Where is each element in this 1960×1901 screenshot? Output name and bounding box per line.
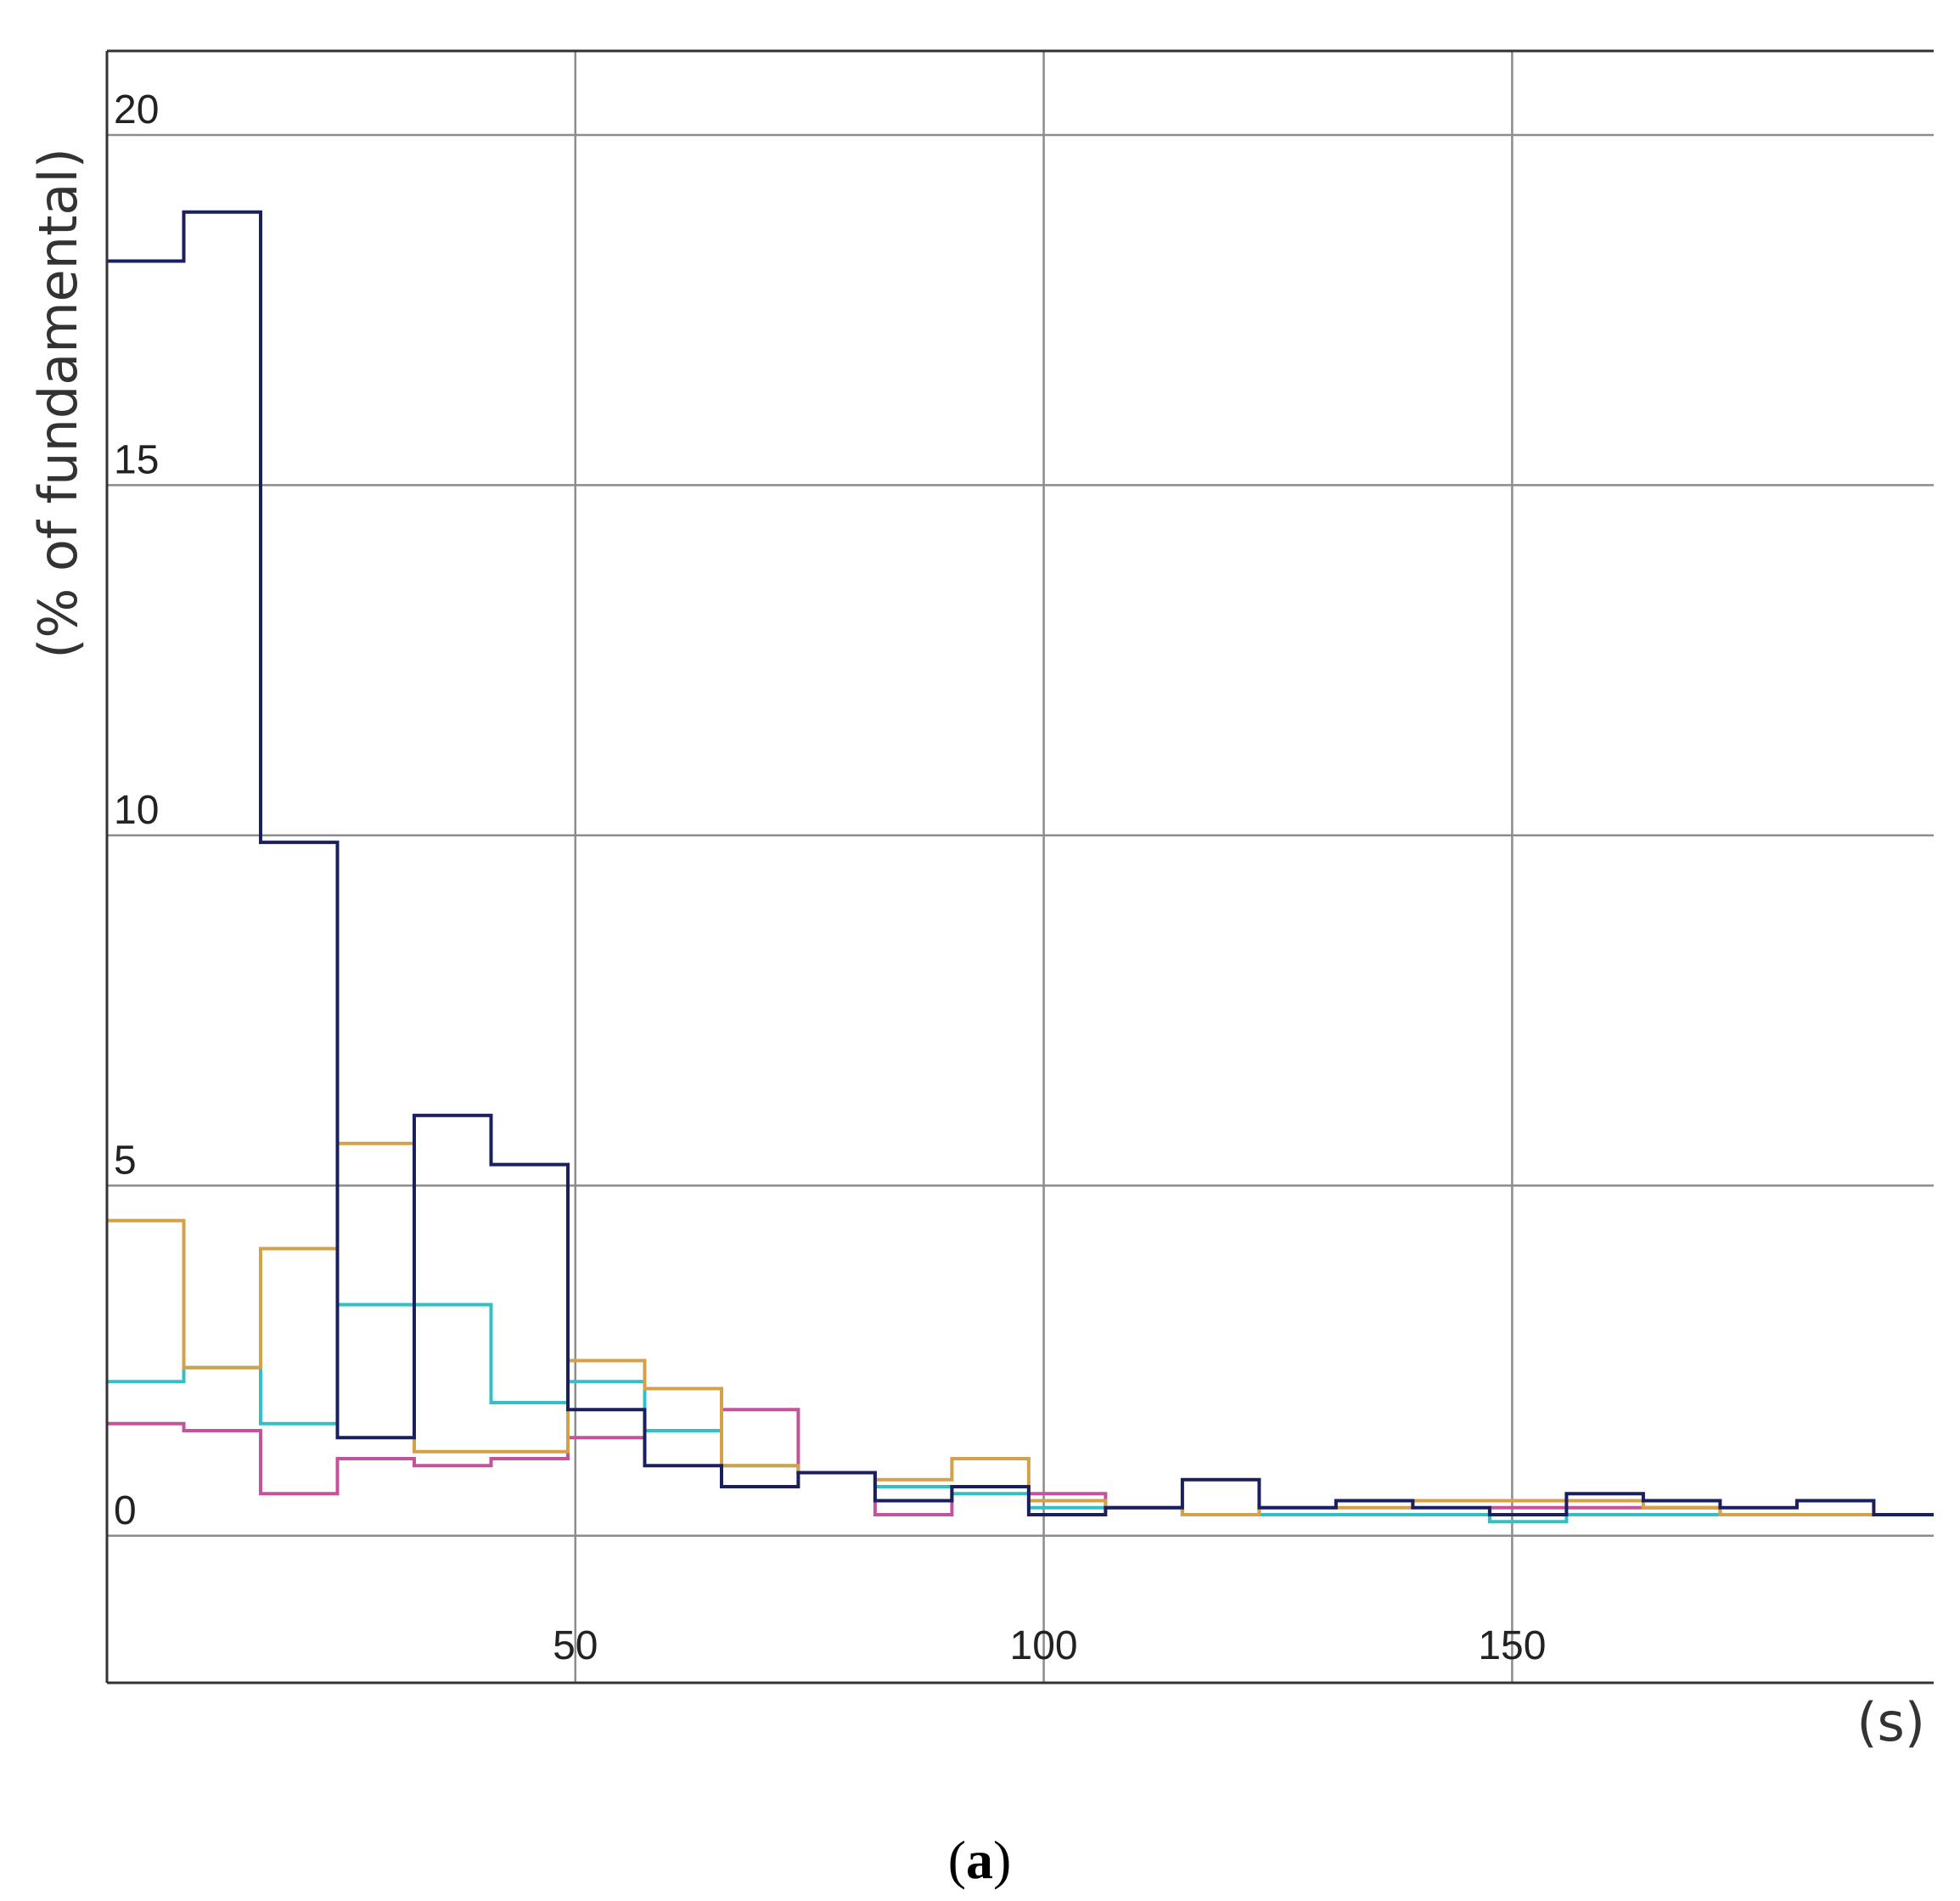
y-axis-label: (% of fundamental) [27,148,89,659]
axes [105,49,1934,1684]
x-tick-label: 50 [553,1623,598,1668]
y-tick-label: 15 [114,437,159,482]
y-tick-label: 20 [114,87,159,132]
caption-letter: a [966,1830,993,1890]
series-layer [107,210,1934,1524]
x-axis-label: (s) [1856,1691,1925,1753]
y-tick-label: 10 [114,788,159,833]
y-tick-label: 5 [114,1138,137,1183]
x-tick-label: 150 [1478,1623,1546,1668]
figure-caption: (a) [948,1830,1012,1890]
series-line-3 [107,1302,1934,1524]
series-line-2 [107,1141,1934,1516]
series-line-1 [107,210,1934,1516]
tick-labels: 0 5 10 15 20 50 100 150 [114,87,1546,1668]
y-tick-label: 0 [114,1488,137,1533]
grid-lines [107,51,1934,1683]
caption-close-paren: ) [993,1830,1011,1890]
x-tick-label: 100 [1010,1623,1078,1668]
series-line-4 [107,1386,1934,1516]
caption-open-paren: ( [948,1830,966,1890]
